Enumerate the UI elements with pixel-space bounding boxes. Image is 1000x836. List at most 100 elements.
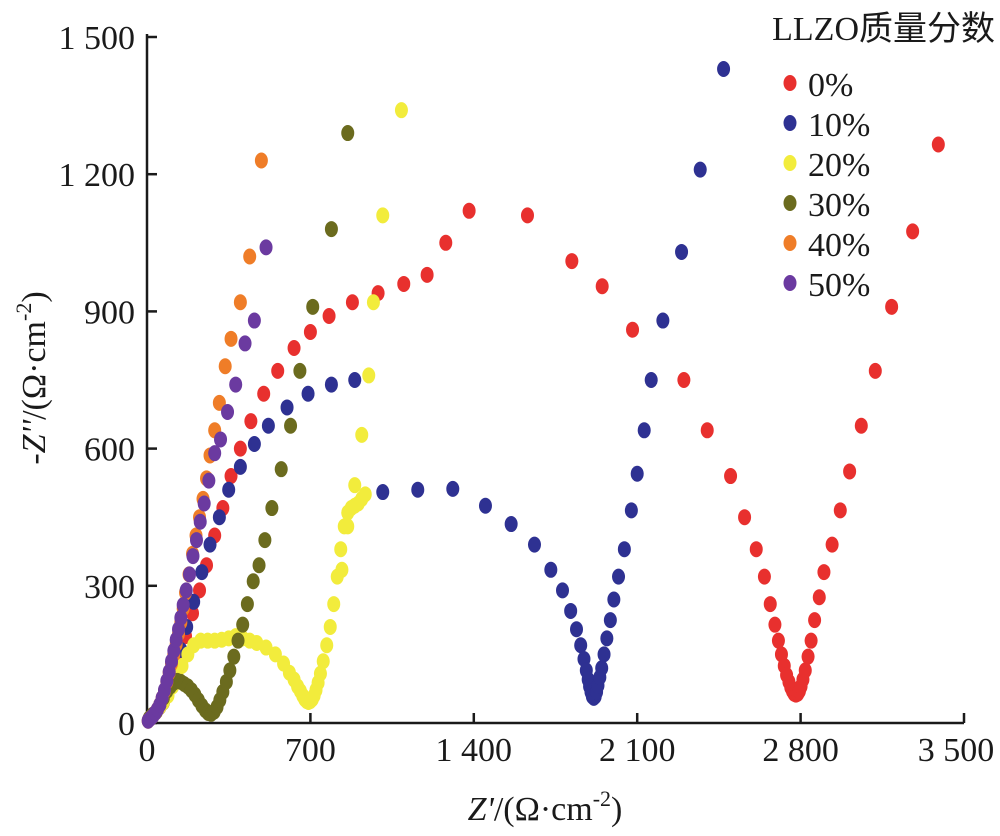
data-point (565, 253, 579, 270)
data-point (265, 500, 279, 517)
data-point (287, 339, 301, 356)
y-tick-label: 300 (84, 569, 135, 606)
data-point (341, 125, 355, 142)
data-point (193, 513, 207, 530)
data-point (244, 413, 258, 430)
data-point (257, 385, 271, 402)
legend-label: 0% (808, 67, 853, 104)
data-point (768, 616, 782, 633)
data-point (193, 582, 207, 599)
data-point (224, 330, 238, 347)
data-point (246, 573, 260, 590)
data-point (203, 536, 217, 553)
data-point (202, 472, 216, 489)
data-point (243, 248, 257, 265)
data-point (334, 541, 348, 558)
data-point (626, 321, 640, 338)
data-point (763, 596, 777, 613)
data-point (259, 239, 273, 256)
series-0 (142, 136, 945, 727)
data-point (313, 665, 327, 682)
data-point (327, 596, 341, 613)
data-point (675, 243, 689, 260)
data-point (693, 161, 707, 178)
data-point (630, 465, 644, 482)
data-point (617, 541, 631, 558)
data-point (801, 648, 815, 665)
data-point (394, 102, 408, 119)
data-point (306, 298, 320, 315)
data-point (195, 564, 209, 581)
data-point (833, 502, 847, 519)
legend-marker (783, 115, 797, 131)
data-point (362, 367, 376, 384)
data-point (186, 548, 200, 565)
data-point (208, 445, 222, 462)
y-axis-title: -Z''/(Ω·cm-2) (11, 291, 53, 464)
data-point (324, 221, 338, 238)
data-point (218, 358, 232, 375)
legend-label: 10% (808, 107, 870, 144)
y-tick-label: 0 (118, 706, 135, 743)
data-point (284, 417, 298, 434)
data-point (504, 516, 518, 533)
legend-marker (783, 275, 797, 291)
data-point (724, 468, 738, 485)
data-points (141, 61, 945, 729)
y-tick-label: 600 (84, 432, 135, 469)
x-axis-title: Z'/(Ω·cm-2) (468, 786, 623, 828)
data-point (179, 582, 193, 599)
data-point (376, 484, 390, 501)
legend-label: 20% (808, 147, 870, 184)
data-point (348, 372, 362, 388)
ticks: 0 700 1 400 2 100 2 800 3 500 0 300 600 900 1 200 1… (59, 20, 995, 769)
data-point (595, 278, 609, 295)
data-point (804, 632, 818, 649)
data-point (261, 417, 275, 434)
data-point (376, 207, 390, 224)
data-point (825, 536, 839, 553)
data-point (316, 653, 330, 670)
series-1 (142, 61, 731, 727)
y-tick-label: 900 (84, 294, 135, 331)
data-point (478, 497, 492, 514)
legend-marker (783, 235, 797, 251)
data-point (176, 597, 190, 614)
data-point (229, 376, 243, 393)
data-point (556, 582, 570, 599)
data-point (798, 662, 812, 679)
data-point (320, 637, 334, 654)
data-point (717, 61, 731, 78)
x-tick-label: 2 800 (762, 732, 839, 769)
x-tick-label: 0 (139, 732, 156, 769)
data-point (322, 307, 336, 324)
data-point (247, 436, 261, 453)
data-point (366, 294, 380, 311)
data-point (224, 468, 238, 485)
data-point (931, 136, 945, 153)
data-point (677, 372, 691, 388)
data-point (214, 431, 228, 448)
data-point (274, 461, 288, 478)
data-point (843, 463, 857, 480)
legend-title: LLZO质量分数 (772, 10, 995, 48)
data-point (174, 609, 188, 626)
data-point (233, 294, 247, 311)
legend-label: 30% (808, 187, 870, 224)
data-point (612, 568, 626, 585)
data-point (411, 481, 425, 498)
data-point (446, 480, 460, 497)
data-point (303, 323, 317, 340)
data-point (700, 422, 714, 439)
data-point (301, 385, 315, 402)
data-point (462, 202, 476, 219)
data-point (868, 362, 882, 379)
data-point (544, 561, 558, 578)
data-point (906, 223, 920, 240)
x-tick-label: 700 (285, 732, 336, 769)
data-point (808, 612, 822, 629)
data-point (175, 657, 189, 674)
series-2 (142, 102, 408, 727)
legend-marker (783, 195, 797, 211)
